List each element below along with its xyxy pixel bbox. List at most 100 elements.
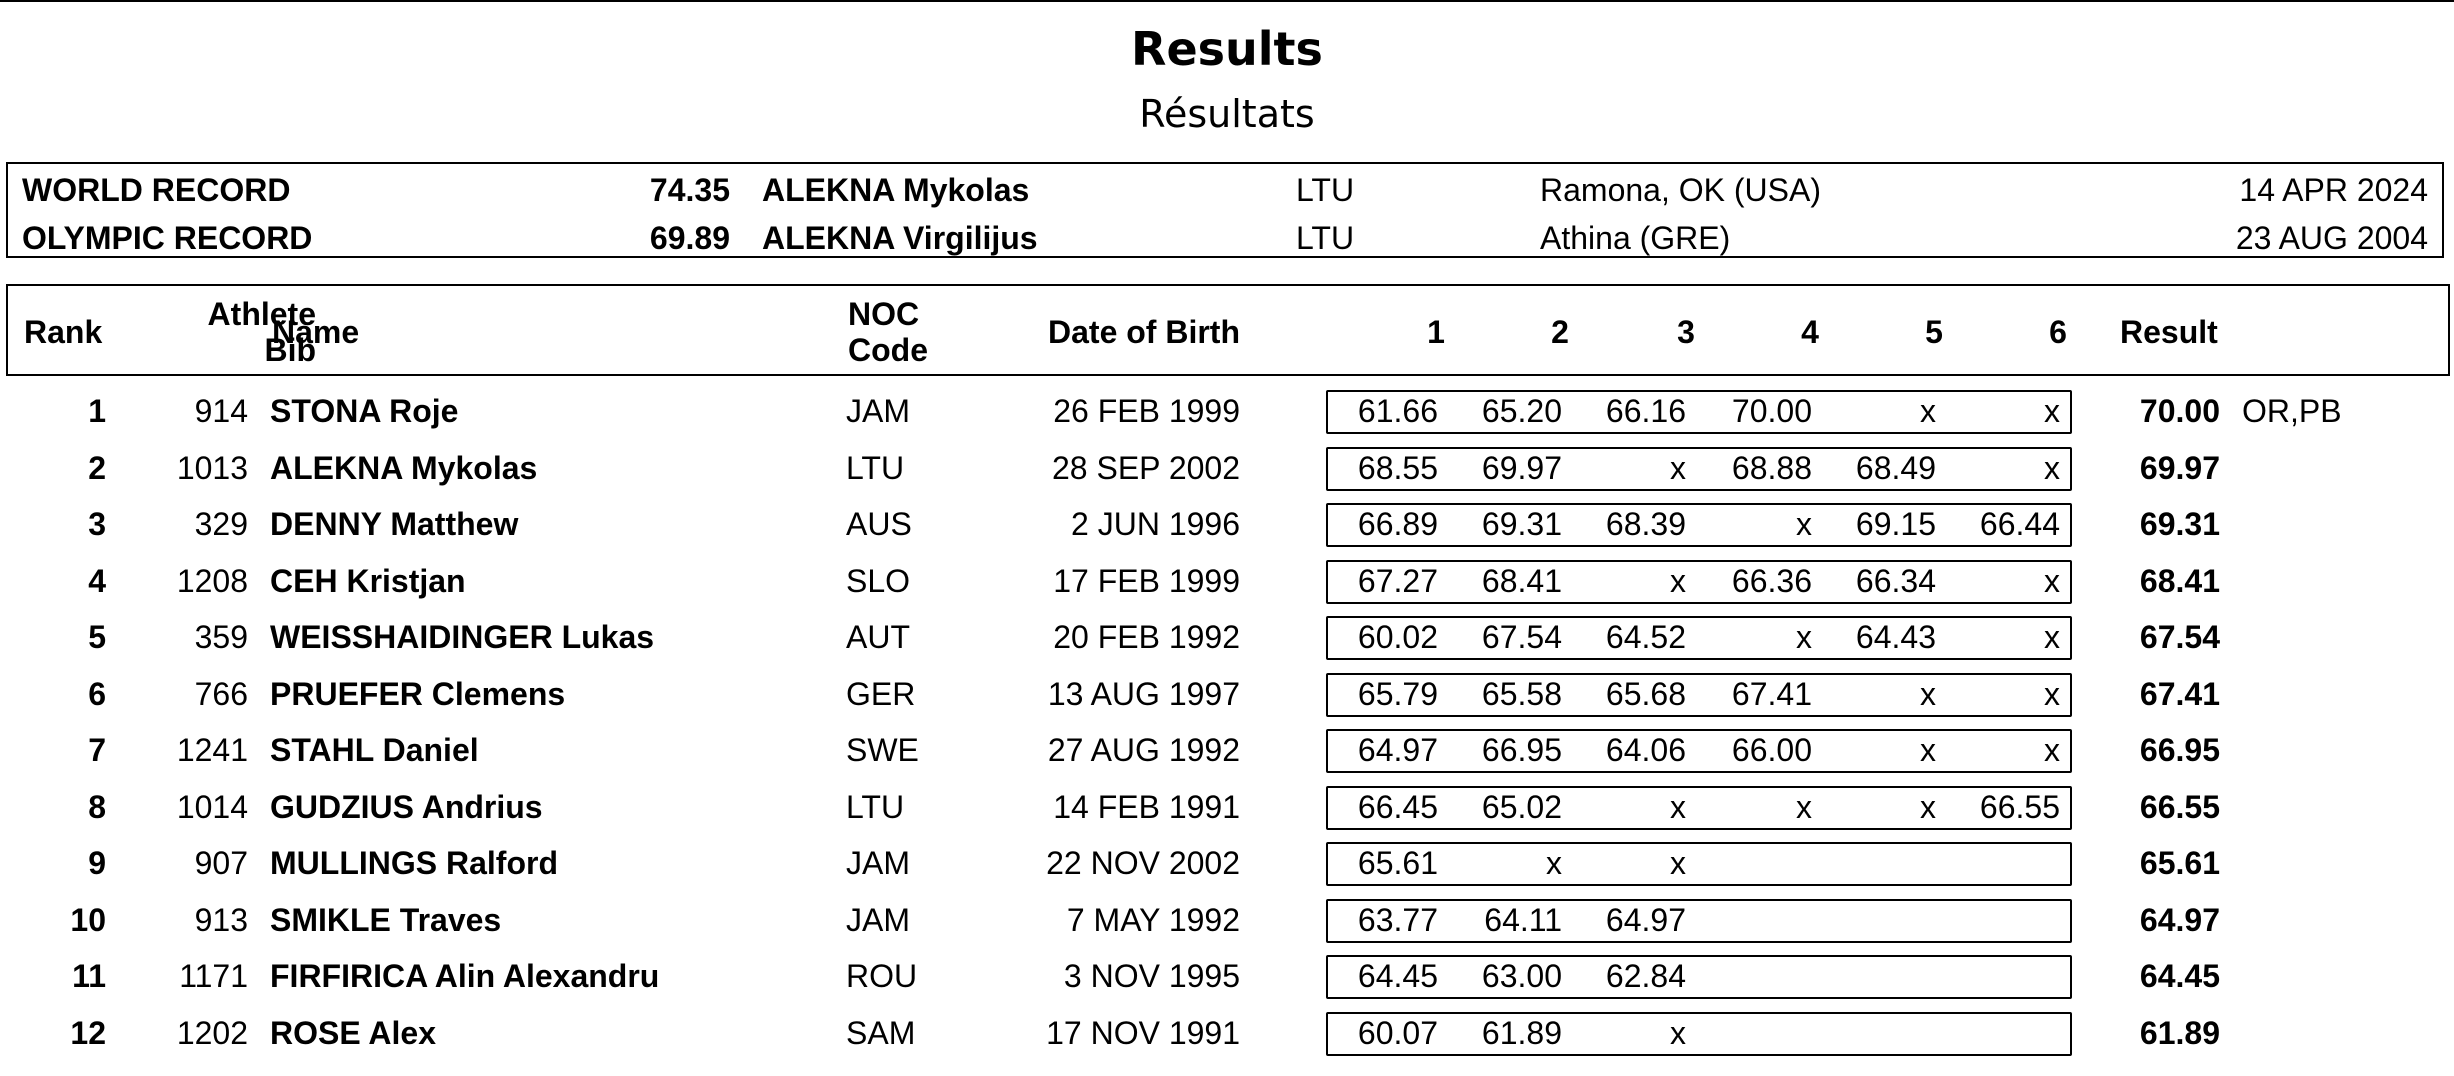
page-title: Results <box>1131 22 1323 76</box>
rank-cell: 1 <box>88 393 106 429</box>
header-rank: Rank <box>24 314 103 350</box>
header-bib-line1: Athlete <box>207 296 316 332</box>
dob-cell: 2 JUN 1996 <box>1071 506 1240 542</box>
record-date: 23 AUG 2004 <box>2235 220 2428 256</box>
noc-cell: ROU <box>846 958 918 994</box>
result-cell: 70.00 <box>2139 393 2220 429</box>
attempt-2-cell: 61.89 <box>1481 1014 1562 1051</box>
attempt-4-cell: 66.36 <box>1731 562 1812 599</box>
bib-cell: 907 <box>194 845 248 881</box>
attempt-5-cell: x <box>1920 675 1936 712</box>
table-row: 10 913 SMIKLE Traves JAM 7 MAY 1992 63.77 64.1… <box>0 891 2454 947</box>
attempt-3-cell: x <box>1670 562 1686 599</box>
athlete-name: CEH Kristjan <box>270 562 466 599</box>
results-table-header: Rank Athlete Bib Name NOC Code Date of B… <box>6 284 2450 376</box>
table-row: 3 329 DENNY Matthew AUS 2 JUN 1996 66.89 69.31… <box>0 495 2454 551</box>
attempt-3-cell: x <box>1670 449 1686 486</box>
attempt-3-cell: x <box>1670 788 1686 825</box>
attempt-3-cell: 66.16 <box>1605 393 1686 429</box>
attempts-box <box>1326 1011 2072 1056</box>
noc-cell: SAM <box>846 1014 916 1051</box>
record-venue: Athina (GRE) <box>1540 220 1731 256</box>
attempt-4-cell: x <box>1796 788 1812 825</box>
result-cell: 64.97 <box>2139 901 2220 938</box>
bib-cell: 1013 <box>176 449 248 486</box>
rank-cell: 8 <box>88 788 106 825</box>
dob-cell: 17 NOV 1991 <box>1046 1014 1240 1051</box>
bib-cell: 913 <box>194 901 248 938</box>
record-label: WORLD RECORD <box>22 172 291 208</box>
attempt-2-cell: 65.02 <box>1481 788 1562 825</box>
attempt-5-cell: x <box>1920 732 1936 768</box>
result-cell: 68.41 <box>2139 562 2220 599</box>
bib-cell: 1171 <box>179 958 248 994</box>
record-athlete: ALEKNA Virgilijus <box>762 220 1038 256</box>
result-cell: 69.31 <box>2139 506 2220 542</box>
attempt-4-cell: 67.41 <box>1731 675 1812 712</box>
attempt-3-cell: 64.97 <box>1605 901 1686 938</box>
attempt-1-cell: 63.77 <box>1357 901 1438 938</box>
attempt-2-cell: x <box>1546 845 1562 881</box>
header-dob: Date of Birth <box>1048 314 1240 350</box>
result-cell: 67.41 <box>2139 675 2220 712</box>
header-result: Result <box>2120 314 2218 350</box>
noc-cell: GER <box>846 675 916 712</box>
attempt-5-cell: 64.43 <box>1855 619 1936 655</box>
header-attempt-2: 2 <box>1551 314 1569 350</box>
top-rule <box>0 0 2454 2</box>
attempt-1-cell: 64.45 <box>1357 958 1438 994</box>
attempt-5-cell: 68.49 <box>1855 449 1936 486</box>
attempt-2-cell: 65.20 <box>1481 393 1562 429</box>
attempt-4-cell: x <box>1796 506 1812 542</box>
attempt-1-cell: 67.27 <box>1357 562 1438 599</box>
records-box: WORLD RECORD 74.35 ALEKNA Mykolas LTU Ra… <box>6 162 2444 258</box>
attempt-5-cell: x <box>1920 393 1936 429</box>
attempt-3-cell: x <box>1670 845 1686 881</box>
attempt-3-cell: 62.84 <box>1605 958 1686 994</box>
attempt-6-cell: x <box>2044 732 2060 768</box>
record-mark: 69.89 <box>649 220 730 256</box>
attempts-box <box>1326 898 2072 943</box>
attempts-box <box>1326 390 2072 434</box>
attempt-1-cell: 66.45 <box>1357 788 1438 825</box>
athlete-name: WEISSHAIDINGER Lukas <box>270 619 655 655</box>
dob-cell: 26 FEB 1999 <box>1053 393 1240 429</box>
attempt-6-cell: x <box>2044 449 2060 486</box>
rank-cell: 5 <box>88 619 106 655</box>
page-subtitle: Résultats <box>1139 92 1315 136</box>
bib-cell: 1014 <box>176 788 248 825</box>
bib-cell: 914 <box>194 393 248 429</box>
record-label: OLYMPIC RECORD <box>22 220 313 256</box>
athlete-name: STAHL Daniel <box>270 732 479 768</box>
noc-cell: JAM <box>846 845 910 881</box>
record-venue: Ramona, OK (USA) <box>1540 172 1821 208</box>
attempt-2-cell: 64.11 <box>1484 901 1562 938</box>
attempt-3-cell: x <box>1670 1014 1686 1051</box>
attempts-box <box>1326 616 2072 660</box>
noc-cell: SWE <box>846 732 919 768</box>
attempts-box <box>1326 672 2072 717</box>
attempts-box <box>1326 503 2072 547</box>
table-row: 11 1171 FIRFIRICA Alin Alexandru ROU 3 NOV 1… <box>0 947 2454 1003</box>
attempt-1-cell: 61.66 <box>1357 393 1438 429</box>
attempts-box <box>1326 785 2072 830</box>
header-bib-line2: Bib <box>264 332 316 368</box>
dob-cell: 28 SEP 2002 <box>1051 449 1240 486</box>
attempt-6-cell: 66.55 <box>1979 788 2060 825</box>
attempts-box <box>1326 446 2072 491</box>
attempt-4-cell: 68.88 <box>1731 449 1812 486</box>
athlete-name: FIRFIRICA Alin Alexandru <box>270 958 660 994</box>
bib-cell: 329 <box>194 506 248 542</box>
attempt-2-cell: 65.58 <box>1481 675 1562 712</box>
record-noc: LTU <box>1296 220 1355 256</box>
attempt-1-cell: 65.79 <box>1357 675 1438 712</box>
attempt-1-cell: 64.97 <box>1357 732 1438 768</box>
bib-cell: 766 <box>194 675 248 712</box>
attempt-1-cell: 68.55 <box>1357 449 1438 486</box>
dob-cell: 3 NOV 1995 <box>1063 958 1240 994</box>
attempt-4-cell: x <box>1796 619 1812 655</box>
world-record-row: WORLD RECORD 74.35 ALEKNA Mykolas LTU Ra… <box>8 166 2442 214</box>
rank-cell: 7 <box>88 732 106 768</box>
attempts-box <box>1326 729 2072 773</box>
bib-cell: 359 <box>194 619 248 655</box>
